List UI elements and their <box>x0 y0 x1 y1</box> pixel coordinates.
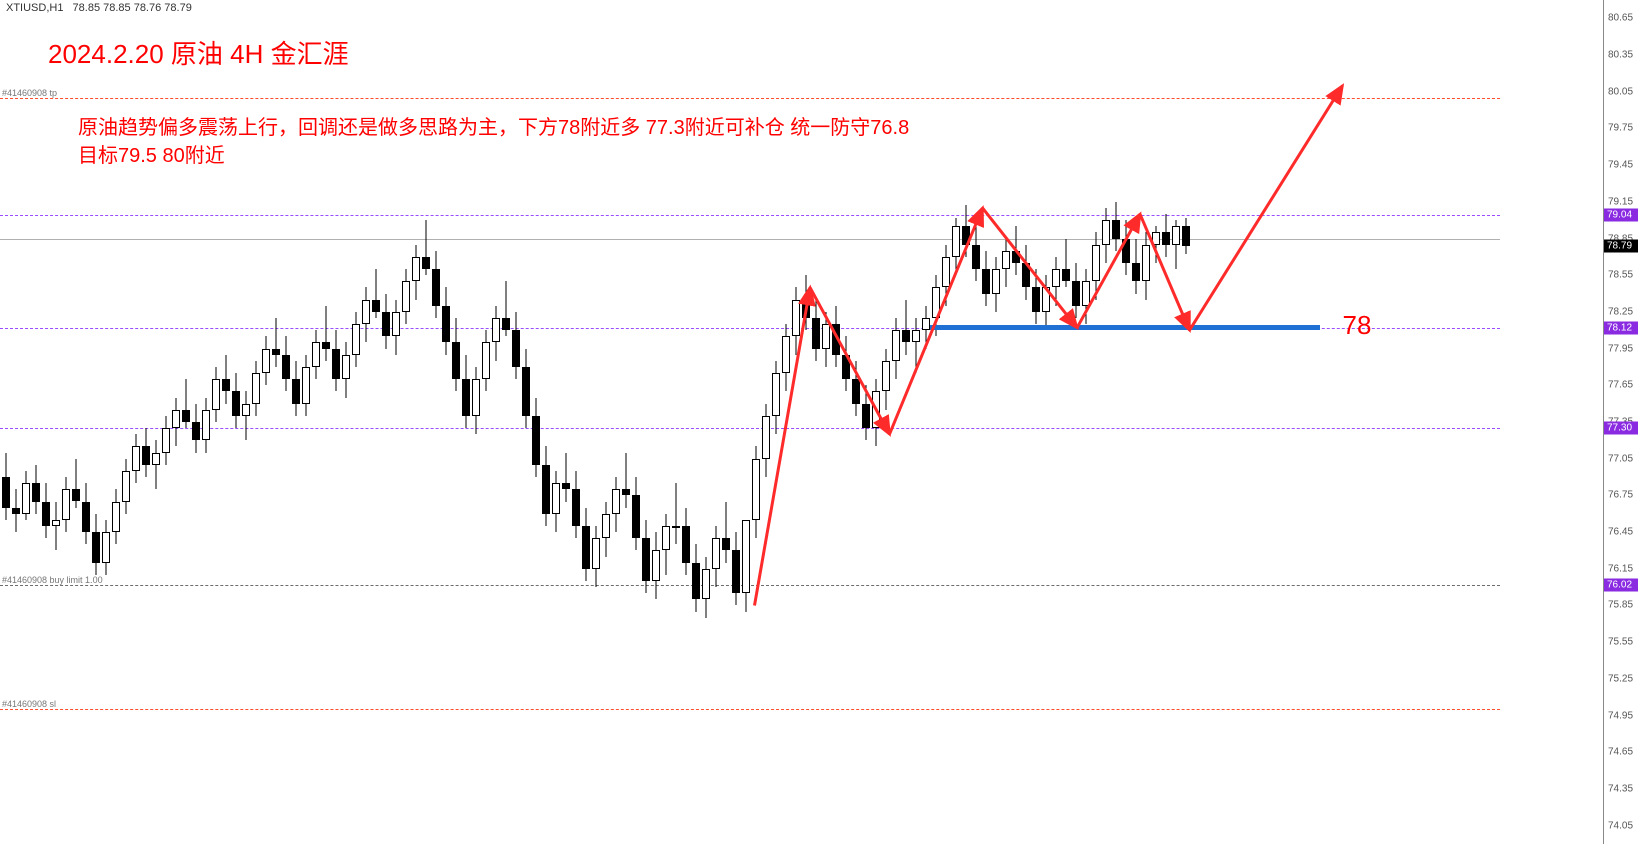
candle <box>1062 0 1070 844</box>
symbol-ohlc: 78.85 78.85 78.76 78.79 <box>73 2 192 14</box>
candle <box>1162 0 1170 844</box>
candle <box>12 0 20 844</box>
candle <box>1152 0 1160 844</box>
y-tick: 75.25 <box>1608 673 1633 684</box>
candle <box>992 0 1000 844</box>
analysis-line2: 目标79.5 80附近 <box>78 142 909 170</box>
candle <box>2 0 10 844</box>
support-line <box>930 325 1320 330</box>
chart-title: 2024.2.20 原油 4H 金汇涯 <box>48 34 349 71</box>
candle <box>62 0 70 844</box>
y-tick: 80.05 <box>1608 86 1633 97</box>
candle <box>1092 0 1100 844</box>
y-tick: 77.05 <box>1608 453 1633 464</box>
candle <box>1072 0 1080 844</box>
candle <box>982 0 990 844</box>
analysis-annotation: 原油趋势偏多震荡上行，回调还是做多思路为主，下方78附近多 77.3附近可补仓 … <box>78 114 909 170</box>
y-tick: 77.95 <box>1608 343 1633 354</box>
price-tag: 77.30 <box>1604 422 1638 435</box>
candle <box>1122 0 1130 844</box>
price-tag: 76.02 <box>1604 578 1638 591</box>
candle <box>1042 0 1050 844</box>
candle <box>1112 0 1120 844</box>
trend-arrow <box>1190 86 1343 331</box>
y-tick: 74.05 <box>1608 820 1633 831</box>
y-tick: 75.55 <box>1608 637 1633 648</box>
y-tick: 79.15 <box>1608 196 1633 207</box>
candle <box>1012 0 1020 844</box>
candle <box>912 0 920 844</box>
candle <box>932 0 940 844</box>
y-tick: 74.35 <box>1608 783 1633 794</box>
y-tick: 74.65 <box>1608 747 1633 758</box>
y-tick: 74.95 <box>1608 710 1633 721</box>
y-tick: 79.45 <box>1608 160 1633 171</box>
candle <box>22 0 30 844</box>
symbol-name: XTIUSD,H1 <box>6 2 63 14</box>
candle <box>922 0 930 844</box>
y-tick: 78.25 <box>1608 306 1633 317</box>
chart-title-text: 2024.2.20 原油 4H 金汇涯 <box>48 39 349 69</box>
candle <box>42 0 50 844</box>
y-tick: 80.35 <box>1608 50 1633 61</box>
candle <box>1032 0 1040 844</box>
candle <box>32 0 40 844</box>
y-axis: 80.6580.3580.0579.7579.4579.1578.8578.55… <box>1603 0 1644 844</box>
candle <box>1022 0 1030 844</box>
y-tick: 76.45 <box>1608 527 1633 538</box>
candle <box>962 0 970 844</box>
candle <box>1142 0 1150 844</box>
candle <box>1052 0 1060 844</box>
candle <box>942 0 950 844</box>
candle <box>952 0 960 844</box>
y-tick: 80.65 <box>1608 13 1633 24</box>
candle <box>52 0 60 844</box>
candle <box>1132 0 1140 844</box>
candle <box>1082 0 1090 844</box>
candle <box>1182 0 1190 844</box>
candle <box>1102 0 1110 844</box>
ticker-bar: XTIUSD,H1 78.85 78.85 78.76 78.79 <box>6 2 192 14</box>
analysis-line1: 原油趋势偏多震荡上行，回调还是做多思路为主，下方78附近多 77.3附近可补仓 … <box>78 114 909 142</box>
price-tag: 78.79 <box>1604 239 1638 252</box>
candle <box>1002 0 1010 844</box>
support-label: 78 <box>1343 310 1372 341</box>
price-tag: 78.12 <box>1604 321 1638 334</box>
price-tag: 79.04 <box>1604 209 1638 222</box>
y-tick: 76.15 <box>1608 563 1633 574</box>
candle <box>972 0 980 844</box>
y-tick: 75.85 <box>1608 600 1633 611</box>
y-tick: 78.55 <box>1608 270 1633 281</box>
y-tick: 77.65 <box>1608 380 1633 391</box>
y-tick: 76.75 <box>1608 490 1633 501</box>
candle <box>1172 0 1180 844</box>
y-tick: 79.75 <box>1608 123 1633 134</box>
chart-container: #41460908 tp#41460908 buy limit 1.00#414… <box>0 0 1644 844</box>
